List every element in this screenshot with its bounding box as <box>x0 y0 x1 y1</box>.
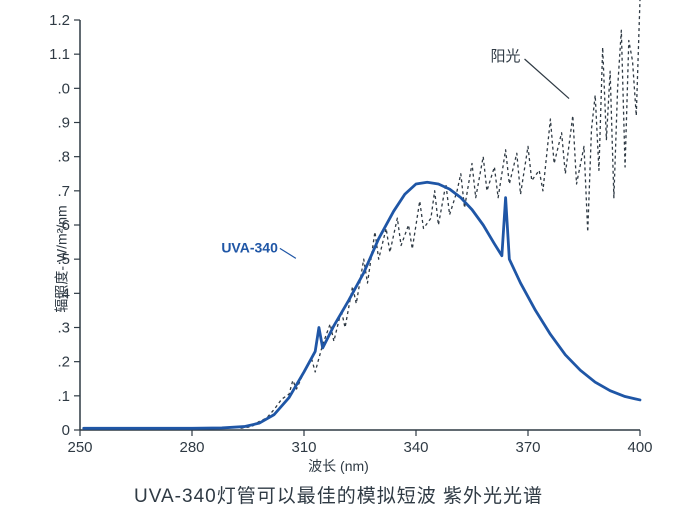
x-tick-label: 370 <box>515 439 540 456</box>
chart-caption: UVA-340灯管可以最佳的模拟短波 紫外光光谱 <box>0 481 677 508</box>
series-uva340 <box>84 182 640 428</box>
y-tick-label: .9 <box>57 115 70 132</box>
chart-container: 0.1.2.3.4.5.6.7.8.9.01.11.22502803103403… <box>0 0 677 522</box>
x-tick-label: 280 <box>179 439 204 456</box>
spectrum-chart: 0.1.2.3.4.5.6.7.8.9.01.11.22502803103403… <box>0 0 677 470</box>
series-sunlight <box>241 0 640 428</box>
y-tick-label: 0 <box>62 422 70 439</box>
x-tick-label: 340 <box>403 439 428 456</box>
y-tick-label: .0 <box>57 80 70 97</box>
x-axis-label: 波长 (nm) <box>308 456 369 476</box>
x-tick-label: 310 <box>291 439 316 456</box>
label-uva340: UVA-340 <box>221 239 278 255</box>
y-tick-label: 1.1 <box>49 46 70 63</box>
label-sunlight: 阳光 <box>491 48 521 65</box>
label-sunlight-leader <box>525 59 570 99</box>
y-tick-label: .3 <box>57 320 70 337</box>
x-tick-label: 250 <box>67 439 92 456</box>
y-tick-label: .2 <box>57 354 70 371</box>
label-uva340-leader <box>280 248 296 258</box>
y-tick-label: .8 <box>57 149 70 166</box>
y-axis-label: 辐照度- W/m²/nm <box>52 205 72 312</box>
y-tick-label: .7 <box>57 183 70 200</box>
x-tick-label: 400 <box>627 439 652 456</box>
y-tick-label: 1.2 <box>49 12 70 29</box>
y-tick-label: .1 <box>57 388 70 405</box>
